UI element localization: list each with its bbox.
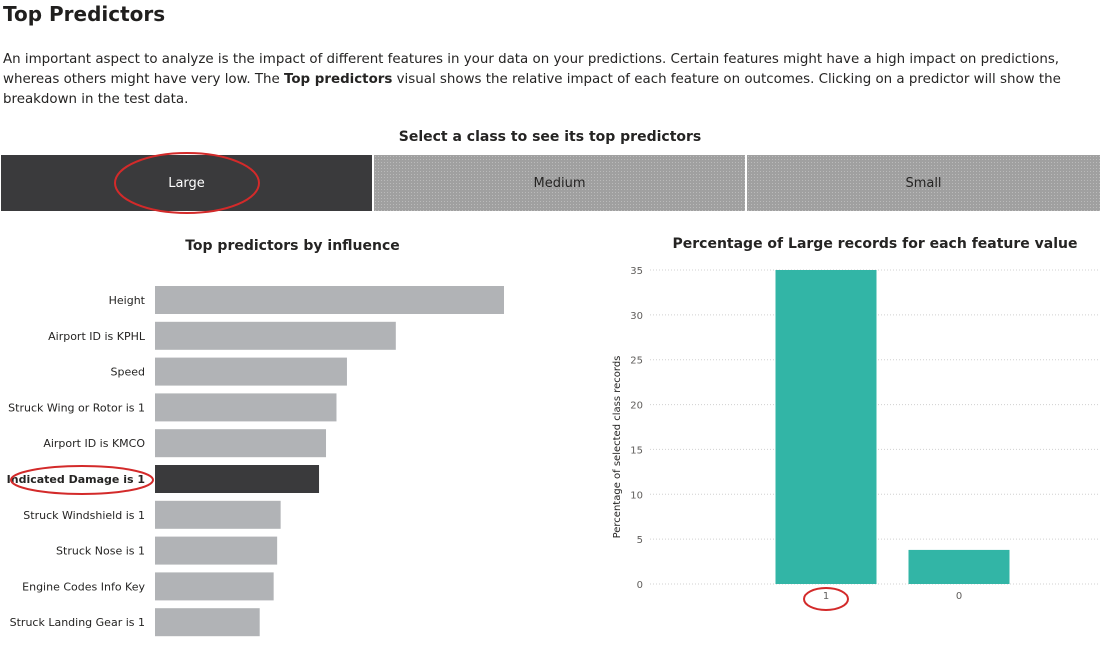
predictor-bar[interactable] bbox=[155, 608, 260, 637]
x-tick-label: 0 bbox=[956, 591, 962, 602]
y-tick-label: 15 bbox=[630, 445, 643, 456]
predictor-label[interactable]: Airport ID is KMCO bbox=[43, 437, 145, 450]
predictor-bar[interactable] bbox=[155, 536, 278, 565]
y-tick-label: 0 bbox=[637, 580, 643, 591]
predictor-label[interactable]: Indicated Damage is 1 bbox=[7, 473, 145, 486]
y-tick-label: 25 bbox=[630, 356, 643, 367]
predictor-bar[interactable] bbox=[155, 357, 347, 386]
x-tick-annotation bbox=[803, 587, 849, 611]
predictor-bar[interactable] bbox=[155, 465, 320, 493]
predictor-label[interactable]: Struck Nose is 1 bbox=[56, 545, 145, 558]
predictor-label[interactable]: Struck Landing Gear is 1 bbox=[10, 616, 145, 629]
predictor-label[interactable]: Speed bbox=[111, 366, 145, 379]
predictor-bar[interactable] bbox=[155, 286, 504, 314]
y-tick-label: 5 bbox=[637, 535, 643, 546]
x-tick-label: 1 bbox=[823, 591, 829, 602]
intro-text-1: An important aspect to analyze is the im… bbox=[3, 52, 1060, 87]
class-option-medium[interactable]: Medium bbox=[374, 155, 745, 211]
class-selector-heading: Select a class to see its top predictors bbox=[398, 129, 702, 145]
page-title: Top Predictors bbox=[3, 2, 166, 26]
percentage-chart-title: Percentage of Large records for each fea… bbox=[672, 236, 1078, 252]
predictor-bar[interactable] bbox=[155, 500, 281, 529]
selected-predictor-annotation bbox=[10, 465, 154, 495]
predictor-label[interactable]: Airport ID is KPHL bbox=[48, 330, 146, 343]
y-tick-label: 10 bbox=[630, 490, 643, 501]
class-selector: Large Medium Small bbox=[1, 155, 1100, 211]
y-tick-label: 30 bbox=[630, 311, 643, 322]
predictor-bar[interactable] bbox=[155, 321, 396, 350]
percentage-bar[interactable] bbox=[908, 549, 1010, 584]
intro-text-2: visual shows the relative impact of each… bbox=[3, 72, 1061, 107]
class-option-small[interactable]: Small bbox=[747, 155, 1100, 211]
predictor-bar[interactable] bbox=[155, 572, 274, 601]
predictor-label[interactable]: Struck Wing or Rotor is 1 bbox=[8, 401, 145, 414]
predictor-bar[interactable] bbox=[155, 429, 327, 458]
percentage-bar[interactable] bbox=[775, 270, 877, 584]
predictor-bar[interactable] bbox=[155, 393, 337, 422]
y-tick-label: 35 bbox=[630, 266, 643, 277]
predictor-label[interactable]: Struck Windshield is 1 bbox=[23, 509, 145, 522]
y-axis-label: Percentage of selected class records bbox=[612, 356, 623, 539]
predictor-label[interactable]: Height bbox=[109, 294, 146, 307]
class-option-large[interactable]: Large bbox=[1, 155, 372, 211]
predictors-chart-title: Top predictors by influence bbox=[185, 238, 400, 254]
intro-bold-text: Top predictors bbox=[284, 72, 393, 87]
predictor-label[interactable]: Engine Codes Info Key bbox=[22, 580, 145, 593]
predictors-bar-chart: Height Airport ID is KPHL Speed Struck Wing… bbox=[7, 286, 504, 637]
y-tick-label: 20 bbox=[630, 401, 643, 412]
intro-paragraph: An important aspect to analyze is the im… bbox=[3, 50, 1100, 110]
